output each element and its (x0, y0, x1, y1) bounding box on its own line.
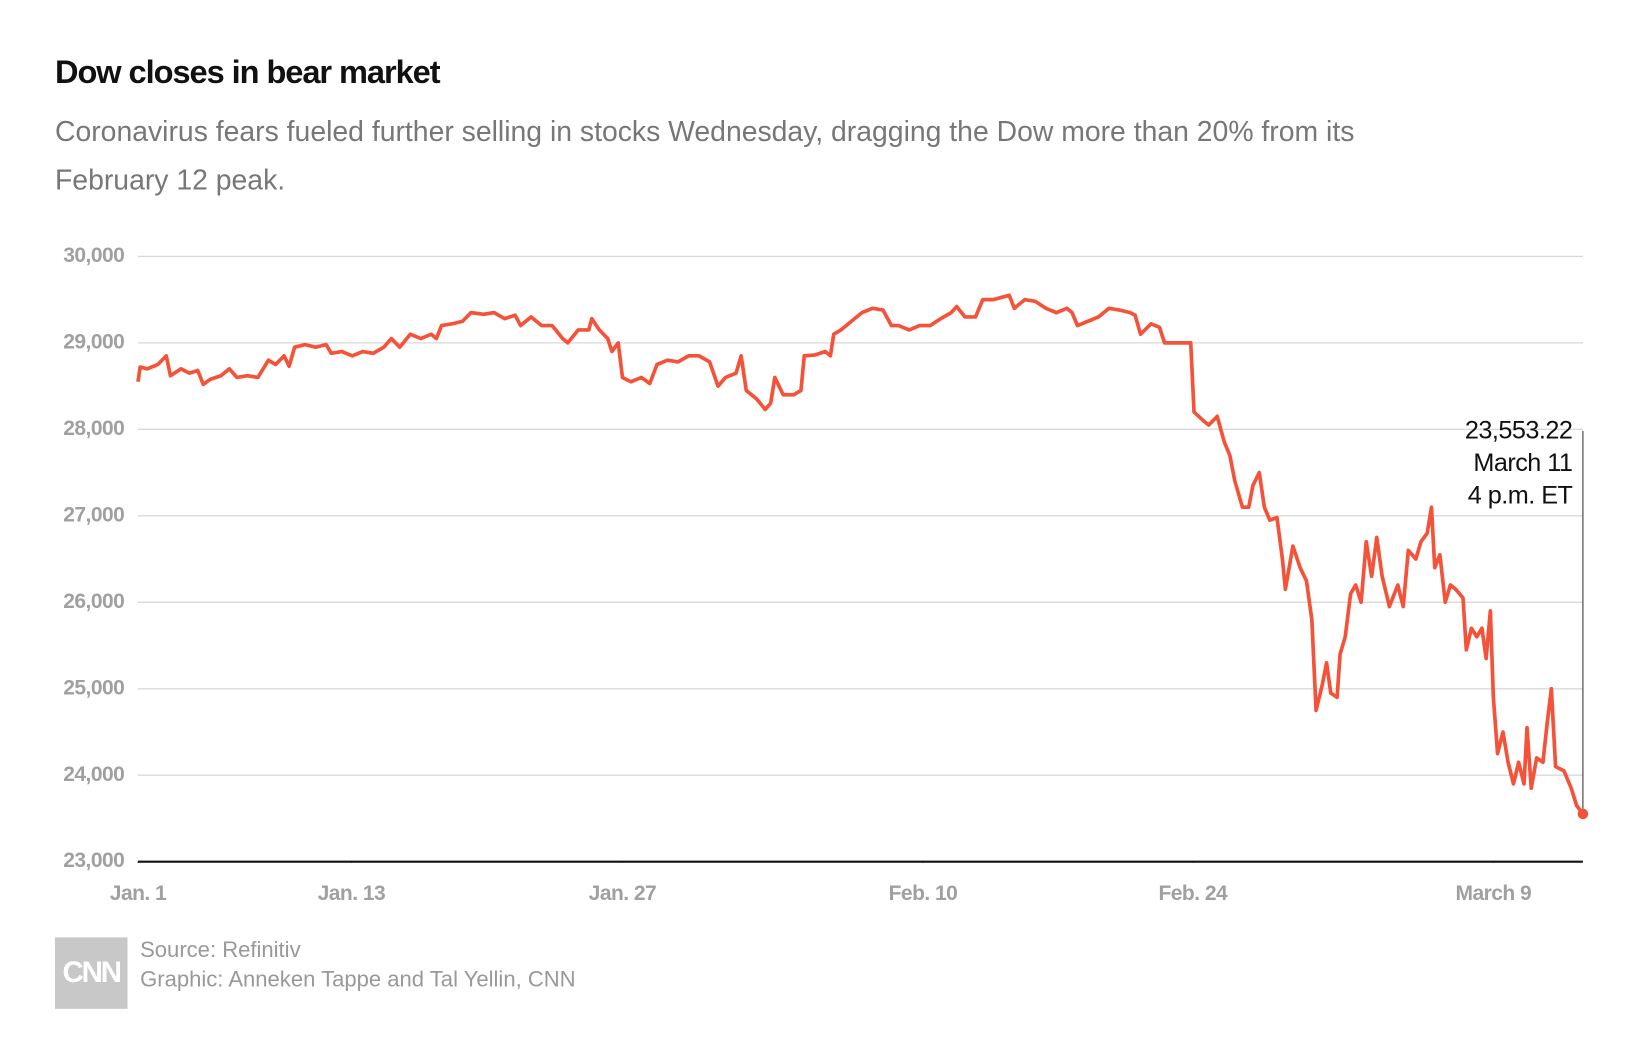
annotation-date: March 11 (1473, 449, 1572, 477)
y-tick-label: 25,000 (63, 676, 124, 699)
credit: Graphic: Anneken Tappe and Tal Yellin, C… (140, 966, 576, 991)
x-tick-label: March 9 (1456, 882, 1532, 905)
x-tick-label: Jan. 27 (589, 882, 657, 905)
y-tick-label: 29,000 (63, 330, 124, 353)
y-tick-label: 27,000 (63, 503, 124, 526)
y-tick-label: 24,000 (63, 763, 124, 786)
y-tick-label: 30,000 (63, 244, 124, 267)
chart-title: Dow closes in bear market (55, 54, 441, 90)
x-tick-label: Feb. 10 (889, 882, 958, 905)
x-tick-label: Jan. 13 (318, 882, 386, 905)
y-tick-label: 26,000 (63, 590, 124, 613)
y-tick-label: 28,000 (63, 417, 124, 440)
annotation-time: 4 p.m. ET (1468, 482, 1573, 510)
chart-subtitle: February 12 peak. (55, 164, 285, 196)
x-tick-label: Feb. 24 (1158, 882, 1228, 905)
logo: CNN (63, 956, 121, 989)
logo-box (54, 937, 128, 1009)
y-tick-label: 23,000 (63, 849, 124, 872)
source: Source: Refinitiv (140, 937, 301, 962)
x-tick-label: Jan. 1 (110, 882, 167, 905)
line (136, 293, 1585, 815)
end-point (1577, 808, 1589, 820)
annotation-value: 23,553.22 (1465, 417, 1572, 445)
chart-subtitle: Coronavirus fears fueled further selling… (55, 116, 1354, 148)
